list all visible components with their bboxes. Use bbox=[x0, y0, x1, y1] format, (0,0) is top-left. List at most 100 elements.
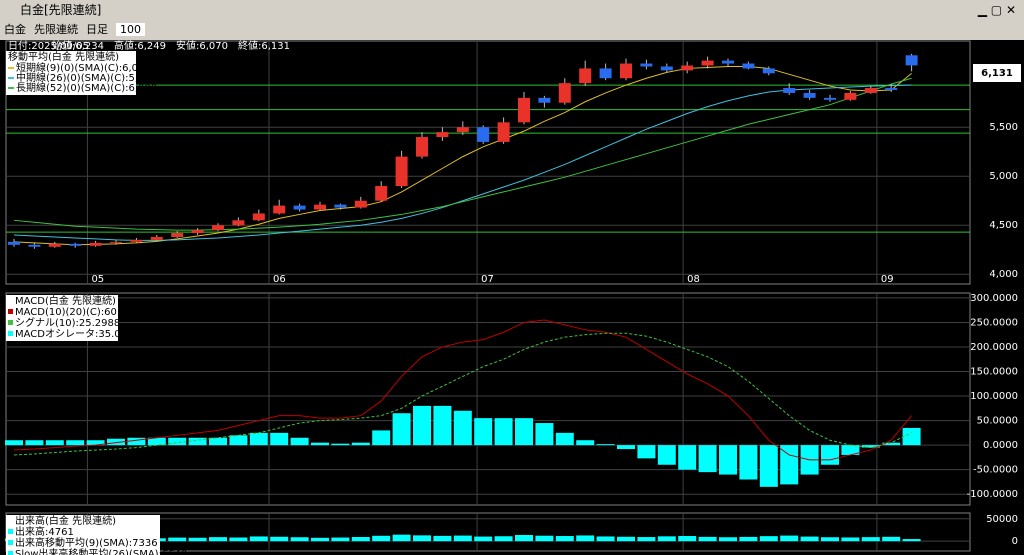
oscillator-bar bbox=[576, 440, 595, 446]
oscillator-bar bbox=[127, 437, 146, 446]
candle-body bbox=[722, 60, 734, 64]
menu-item[interactable]: 日足 bbox=[86, 23, 108, 36]
volume-bar bbox=[188, 537, 207, 542]
volume-bar bbox=[290, 537, 309, 542]
window-buttons[interactable]: ▁ ▢ ✕ bbox=[977, 3, 1016, 17]
price-box bbox=[973, 64, 1021, 82]
candle-body bbox=[579, 68, 592, 84]
volume-bar bbox=[311, 537, 329, 542]
oscillator-bar bbox=[25, 440, 44, 446]
y-tick-label: 5,500 bbox=[989, 122, 1018, 133]
volume-bar bbox=[719, 537, 737, 542]
legend-box bbox=[6, 51, 136, 95]
legend-entry: Slow出来高移動平均(26)(SMA):6640 bbox=[15, 547, 187, 555]
candle-body bbox=[314, 204, 326, 210]
window-title: 白金[先限連続] bbox=[20, 3, 102, 17]
oscillator-bar bbox=[351, 442, 370, 446]
volume-bar bbox=[209, 537, 227, 542]
volume-bar bbox=[596, 536, 615, 542]
panel-border bbox=[5, 40, 971, 285]
line-series bbox=[13, 319, 912, 461]
volume-bar bbox=[902, 539, 921, 542]
info-text: 日付:2025/09/05 bbox=[8, 39, 89, 52]
candle-body bbox=[518, 97, 530, 123]
candle-body bbox=[69, 243, 82, 246]
info-text: 高値:6,249 bbox=[114, 39, 166, 52]
oscillator-bar bbox=[780, 445, 799, 485]
candle-body bbox=[558, 83, 571, 103]
volume-bar bbox=[453, 535, 472, 542]
y-tick-label: 250.0000 bbox=[970, 317, 1018, 328]
candle-body bbox=[640, 63, 653, 67]
volume-bar bbox=[861, 537, 880, 542]
legend-entry: MACD(10)(20)(C):60.3501 bbox=[15, 307, 146, 318]
oscillator-bar bbox=[515, 418, 533, 446]
candle-body bbox=[416, 137, 428, 157]
candle-body bbox=[477, 127, 490, 142]
volume-bar bbox=[249, 536, 268, 542]
oscillator-bar bbox=[617, 445, 635, 450]
volume-bar bbox=[841, 537, 860, 542]
oscillator-bar bbox=[86, 440, 105, 446]
volume-bar bbox=[331, 537, 350, 542]
count-input[interactable]: 100 bbox=[116, 23, 145, 36]
legend-box bbox=[6, 295, 118, 341]
y-tick-label: 4,000 bbox=[989, 269, 1018, 280]
oscillator-bar bbox=[698, 445, 717, 473]
legend-entry: 長期線(52)(0)(SMA)(C):6,000 bbox=[16, 81, 157, 94]
y-tick-label: 0 bbox=[1012, 536, 1018, 547]
legend-entry: 出来高移動平均(9)(SMA):7336 bbox=[15, 536, 158, 549]
legend-title: 移動平均(白金 先限連続) bbox=[8, 50, 119, 63]
oscillator-bar bbox=[433, 405, 452, 446]
y-tick-label: -50.0000 bbox=[973, 465, 1018, 476]
menu-item[interactable]: 白金 bbox=[4, 23, 26, 36]
candle-body bbox=[864, 88, 877, 93]
volume-bar bbox=[413, 535, 431, 542]
candle-body bbox=[701, 60, 714, 66]
oscillator-bar bbox=[637, 445, 656, 459]
legend-swatch bbox=[8, 320, 13, 325]
candle-body bbox=[436, 132, 449, 138]
volume-bar bbox=[494, 536, 513, 542]
volume-bar bbox=[555, 536, 574, 542]
candle-body bbox=[191, 230, 204, 234]
info-text: 始値:6,234 bbox=[52, 39, 104, 52]
candle-body bbox=[660, 66, 673, 71]
candle-body bbox=[456, 127, 469, 133]
oscillator-bar bbox=[5, 440, 23, 446]
volume-bar bbox=[678, 536, 697, 542]
candle-body bbox=[48, 243, 61, 247]
candle-body bbox=[293, 205, 306, 210]
line-series bbox=[13, 332, 912, 456]
line-series bbox=[13, 77, 912, 231]
legend-entry: MACD(白金 先限連続) bbox=[15, 294, 116, 307]
y-tick-label: 300.0000 bbox=[970, 293, 1018, 304]
volume-bar bbox=[882, 536, 901, 542]
oscillator-bar bbox=[249, 432, 268, 446]
candle-body bbox=[375, 186, 388, 201]
candle-body bbox=[395, 156, 408, 187]
y-tick-label: 200.0000 bbox=[970, 342, 1018, 353]
legend-entry: シグナル(10):25.2988 bbox=[15, 316, 120, 329]
oscillator-bar bbox=[372, 430, 391, 446]
volume-bar bbox=[657, 536, 676, 542]
volume-bar bbox=[168, 537, 187, 542]
oscillator-bar bbox=[290, 437, 309, 446]
oscillator-bar bbox=[821, 445, 839, 465]
volume-bar bbox=[372, 535, 391, 542]
candle-body bbox=[599, 68, 612, 79]
legend-entry: 出来高(白金 先限連続) bbox=[15, 514, 116, 527]
info-text: 安値:6,070 bbox=[176, 39, 228, 52]
candle-body bbox=[783, 88, 796, 93]
y-tick-label: 5,000 bbox=[989, 171, 1018, 182]
oscillator-bar bbox=[311, 442, 329, 446]
x-tick-label: 09 bbox=[881, 274, 894, 285]
menu-item[interactable]: 先限連続 bbox=[34, 23, 78, 36]
oscillator-bar bbox=[229, 435, 248, 446]
x-tick-label: 07 bbox=[481, 274, 494, 285]
oscillator-bar bbox=[678, 445, 697, 470]
candle-body bbox=[885, 88, 898, 90]
legend-entry: 出来高:4761 bbox=[15, 525, 74, 538]
